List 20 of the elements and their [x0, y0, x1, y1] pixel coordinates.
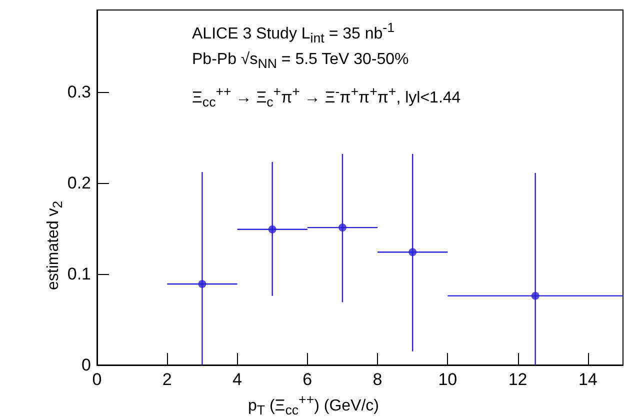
y-tick-label: 0.2 — [67, 173, 91, 192]
x-tick-label: 12 — [508, 370, 528, 389]
x-tick-label: 6 — [302, 370, 312, 389]
x-tick-label: 2 — [162, 370, 172, 389]
annotation: ALICE 3 Study L$_{int}$ = 35 nb$^{-1}$ — [192, 19, 395, 48]
text: Ξ$_{cc}$$^{++}$ → Ξ$_{c}$$^{+}$π$^{+}$ → Ξ$^{-}$π$^{+}$π$^{+}$π$^{+}$, lyl<1.44 — [192, 84, 461, 110]
point — [198, 280, 206, 288]
y-tick-label: 0 — [82, 356, 91, 374]
point — [408, 248, 417, 256]
annotation: Pb-Pb √s$_{NN}$ = 5.5 TeV 30-50% — [192, 50, 409, 74]
x-axis-title: p$_{T}$ (Ξ$_{cc}$$^{++}$) (GeV/c) — [248, 391, 379, 419]
point — [531, 292, 540, 300]
x-tick-label: 14 — [578, 370, 598, 389]
x-tick-label: 10 — [438, 370, 458, 389]
point — [268, 225, 276, 234]
point — [338, 224, 346, 232]
x-tick-label: 4 — [232, 370, 242, 389]
x-tick-label: 8 — [372, 370, 382, 389]
y-tick-label: 0.1 — [67, 264, 91, 284]
y-tick-label: 0.3 — [67, 82, 91, 102]
